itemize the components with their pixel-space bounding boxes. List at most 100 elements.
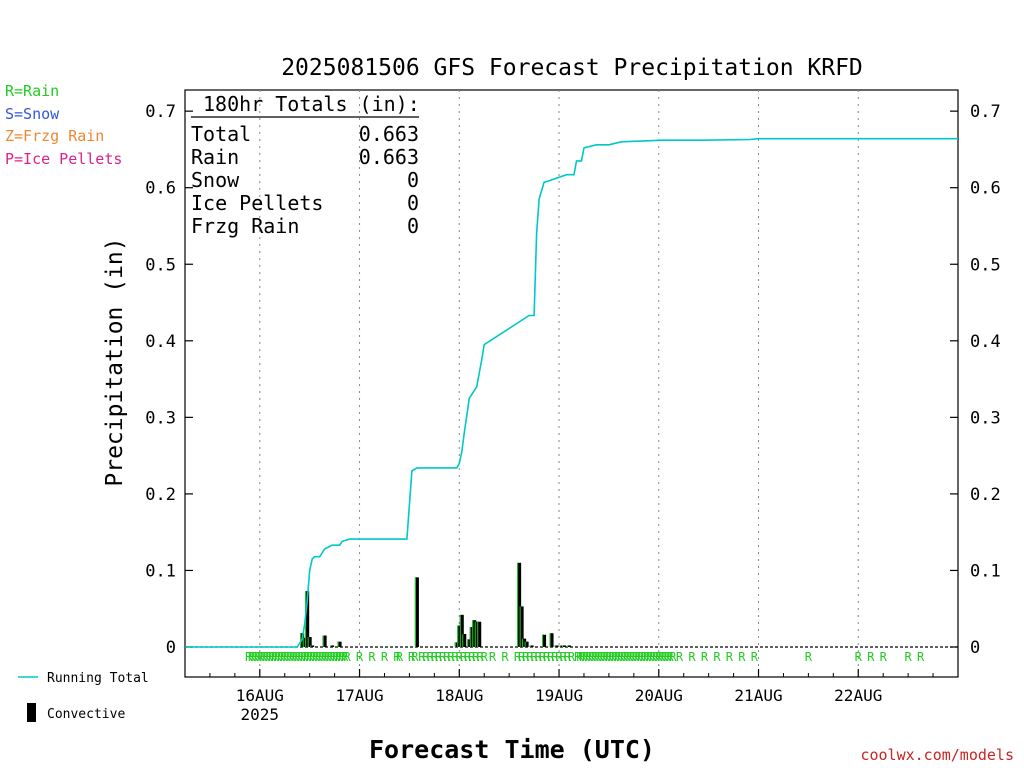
totals-row-label: Snow xyxy=(191,168,240,192)
y-axis-left: 0 0.1 0.2 0.3 0.4 0.5 0.6 0.7 xyxy=(145,102,193,658)
rain-marker: R xyxy=(522,650,530,664)
rain-marker: R xyxy=(468,650,476,664)
rain-marker: R xyxy=(649,650,657,664)
rain-marker: R xyxy=(560,650,568,664)
running-total-label: Running Total xyxy=(47,671,149,686)
rain-marker: R xyxy=(297,650,305,664)
rain-marker: R xyxy=(617,650,625,664)
rain-marker: R xyxy=(585,650,593,664)
rain-marker: R xyxy=(568,650,576,664)
rain-marker: R xyxy=(251,650,259,664)
convective-bar xyxy=(330,645,335,647)
y-tick-label: 0.2 xyxy=(145,485,176,505)
y-tick-label-right: 0.4 xyxy=(970,332,1001,352)
totals-row-value: 0.663 xyxy=(359,145,419,169)
convective-bar xyxy=(549,633,554,647)
convective-bar xyxy=(559,645,564,647)
rain-marker: R xyxy=(427,650,435,664)
rain-marker: R xyxy=(905,650,913,664)
convective-bar xyxy=(302,637,307,647)
rain-marker: R xyxy=(855,650,863,664)
rain-marker: R xyxy=(867,650,875,664)
credit: coolwx.com/models xyxy=(860,746,1014,764)
rain-marker: R xyxy=(576,650,584,664)
y-tick-label-right: 0.1 xyxy=(970,561,1001,581)
rain-marker: R xyxy=(408,650,416,664)
rain-marker: R xyxy=(309,650,317,664)
totals-row-label: Rain xyxy=(191,145,239,169)
rain-marker: R xyxy=(551,650,559,664)
rain-marker: R xyxy=(646,650,654,664)
rain-marker: R xyxy=(341,650,349,664)
rain-marker: R xyxy=(634,650,642,664)
rain-marker: R xyxy=(260,650,268,664)
rain-marker: R xyxy=(343,650,351,664)
rain-marker: R xyxy=(289,650,297,664)
rain-marker: R xyxy=(602,650,610,664)
rain-marker: R xyxy=(701,650,709,664)
totals-row-value: 0 xyxy=(407,214,419,238)
rain-marker: R xyxy=(431,650,439,664)
rain-marker: R xyxy=(526,650,534,664)
convective-bar xyxy=(522,638,527,647)
rain-marker: R xyxy=(439,650,447,664)
rain-marker: R xyxy=(652,650,660,664)
rain-marker: R xyxy=(547,650,555,664)
rain-marker: R xyxy=(460,650,468,664)
y-tick-label: 0 xyxy=(166,638,176,658)
rain-marker: R xyxy=(514,650,522,664)
rain-marker: R xyxy=(579,650,587,664)
y-tick-label-right: 0.3 xyxy=(970,408,1001,428)
rain-marker: R xyxy=(381,650,389,664)
rain-marker: R xyxy=(535,650,543,664)
x-tick-label: 17AUG xyxy=(335,686,383,705)
rain-marker: R xyxy=(626,650,634,664)
rain-marker: R xyxy=(452,650,460,664)
totals-row-value: 0 xyxy=(407,168,419,192)
rain-marker: R xyxy=(614,650,622,664)
rain-marker: R xyxy=(655,650,663,664)
convective-bar xyxy=(472,620,477,647)
rain-marker: R xyxy=(631,650,639,664)
rain-marker: R xyxy=(368,650,376,664)
y-tick-label: 0.3 xyxy=(145,408,176,428)
rain-marker: R xyxy=(393,650,401,664)
convective-bar xyxy=(322,635,327,647)
totals-row-label: Frzg Rain xyxy=(191,214,299,238)
legend-ice-pellets: P=Ice Pellets xyxy=(5,150,122,168)
rain-marker: R xyxy=(277,650,285,664)
rain-marker: R xyxy=(286,650,294,664)
legend-snow: S=Snow xyxy=(5,105,60,123)
y-tick-label-right: 0 xyxy=(970,638,980,658)
rain-marker: R xyxy=(880,650,888,664)
convective-bar xyxy=(524,641,529,647)
rain-marker: R xyxy=(608,650,616,664)
rain-marker: R xyxy=(321,650,329,664)
x-tick-label: 21AUG xyxy=(734,686,782,705)
convective-bar xyxy=(457,625,462,647)
rain-marker: R xyxy=(620,650,628,664)
rain-marker: R xyxy=(245,650,253,664)
rain-marker: R xyxy=(661,650,669,664)
y-tick-label: 0.5 xyxy=(145,255,176,275)
rain-marker: R xyxy=(555,650,563,664)
rain-marker: R xyxy=(262,650,270,664)
convective-bar xyxy=(529,645,534,647)
convective-bar xyxy=(414,577,419,647)
rain-marker: R xyxy=(543,650,551,664)
rain-marker: R xyxy=(582,650,590,664)
rain-marker: R xyxy=(738,650,746,664)
rain-marker: R xyxy=(658,650,666,664)
rain-marker: R xyxy=(917,650,925,664)
convective-bar xyxy=(567,645,572,647)
rain-marker: R xyxy=(257,650,265,664)
x-tick-label: 18AUG xyxy=(435,686,483,705)
rain-marker: R xyxy=(805,650,813,664)
rain-marker: R xyxy=(688,650,696,664)
legend-rain: R=Rain xyxy=(5,82,59,100)
x-tick-label-year: 2025 xyxy=(241,705,280,724)
rain-marker: R xyxy=(643,650,651,664)
rain-marker: R xyxy=(326,650,334,664)
rain-marker: R xyxy=(268,650,276,664)
